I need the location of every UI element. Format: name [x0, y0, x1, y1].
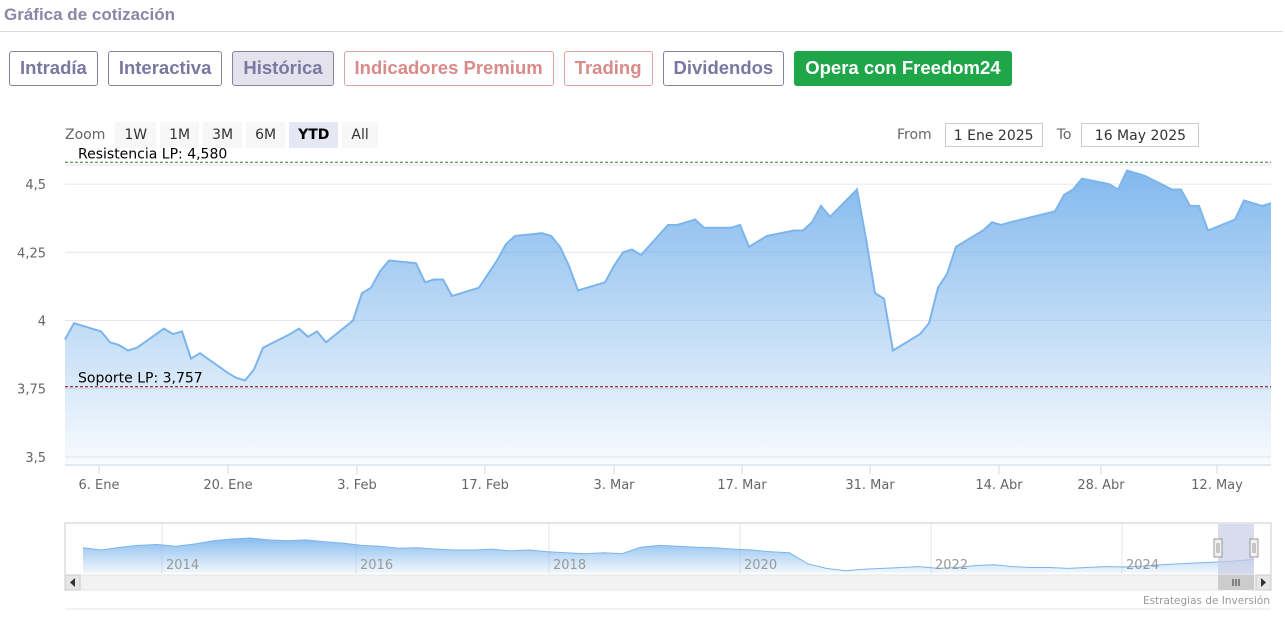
zoom-label: Zoom — [65, 127, 106, 143]
x-axis-ticks: 6. Ene 20. Ene 3. Feb 17. Feb 3. Mar 17. Mar 3… — [79, 465, 1243, 493]
from-date-input[interactable]: 1 Ene 2025 — [944, 123, 1043, 147]
to-label: To — [1056, 127, 1072, 143]
x-tick-label: 17. Feb — [461, 478, 509, 493]
x-tick-label: 3. Feb — [337, 478, 377, 493]
x-tick-label: 28. Abr — [1077, 478, 1125, 493]
zoom-6m-button[interactable]: 6M — [246, 122, 286, 148]
to-date-input[interactable]: 16 May 2025 — [1081, 123, 1200, 147]
navigator-line — [82, 537, 1255, 572]
arrow-right-icon — [1261, 578, 1266, 587]
tab-histórica[interactable]: Histórica — [232, 51, 334, 86]
zoom-1m-button[interactable]: 1M — [160, 122, 200, 148]
chart-tabs: Intradía Interactiva Histórica Indicadores … — [9, 51, 1012, 86]
zoom-selector: Zoom 1W 1M 3M 6M YTD All — [65, 122, 378, 148]
y-tick-label: 4,25 — [17, 246, 46, 261]
navigator-year-label: 2020 — [744, 558, 777, 573]
arrow-left-icon — [70, 578, 75, 587]
navigator-selection-mask[interactable] — [1218, 524, 1254, 575]
tab-dividendos[interactable]: Dividendos — [662, 51, 785, 86]
y-tick-label: 4 — [38, 314, 46, 329]
x-tick-label: 3. Mar — [593, 478, 635, 493]
tab-interactiva[interactable]: Interactiva — [107, 51, 223, 86]
navigator-year-label: 2022 — [935, 558, 968, 573]
tab-trading[interactable]: Trading — [563, 51, 653, 86]
x-tick-label: 12. May — [1191, 478, 1243, 493]
zoom-1w-button[interactable]: 1W — [115, 122, 157, 148]
zoom-all-button[interactable]: All — [342, 122, 378, 148]
page-title: Gráfica de cotización — [4, 5, 175, 24]
navigator-year-labels: 2014 2016 2018 2020 2022 2024 — [166, 558, 1159, 573]
navigator-year-label: 2016 — [360, 558, 393, 573]
x-tick-label: 31. Mar — [845, 478, 895, 493]
tab-indicadores-premium[interactable]: Indicadores Premium — [343, 51, 554, 86]
x-tick-label: 14. Abr — [975, 478, 1023, 493]
from-label: From — [897, 127, 932, 143]
plot-line-label: Resistencia LP: 4,580 — [78, 146, 227, 162]
y-tick-label: 4,5 — [25, 178, 46, 193]
navigator-year-label: 2024 — [1126, 558, 1159, 573]
x-tick-label: 6. Ene — [79, 478, 120, 493]
y-axis-labels: 3,5 3,75 4 4,25 4,5 — [17, 178, 46, 466]
x-tick-label: 17. Mar — [717, 478, 767, 493]
title-divider — [0, 31, 1283, 32]
price-line — [64, 169, 1272, 382]
zoom-3m-button[interactable]: 3M — [203, 122, 243, 148]
scrollbar-track[interactable] — [64, 574, 1272, 591]
chart-credits[interactable]: Estrategias de Inversión — [1143, 595, 1270, 607]
navigator-area — [83, 538, 1254, 573]
plot-line-label: Soporte LP: 3,757 — [78, 371, 203, 387]
navigator-left-handle[interactable] — [1213, 538, 1223, 558]
range-from: From 1 Ene 2025 To 16 May 2025 — [897, 123, 1200, 147]
navigator[interactable]: 2014 2016 2018 2020 2022 2024 — [64, 522, 1272, 576]
y-tick-label: 3,75 — [17, 383, 46, 398]
tab-opera-con-freedom24[interactable]: Opera con Freedom24 — [794, 51, 1012, 86]
navigator-year-label: 2014 — [166, 558, 199, 573]
zoom-ytd-button[interactable]: YTD — [289, 122, 339, 148]
navigator-year-label: 2018 — [553, 558, 586, 573]
tab-intradía[interactable]: Intradía — [9, 51, 98, 86]
y-tick-label: 3,5 — [25, 451, 46, 466]
price-area — [65, 170, 1271, 465]
navigator-right-handle[interactable] — [1249, 538, 1259, 558]
scrollbar[interactable] — [64, 574, 1272, 591]
x-tick-label: 20. Ene — [203, 478, 252, 493]
plot-lines: Resistencia LP: 4,580 Soporte LP: 3,757 — [65, 146, 1271, 388]
